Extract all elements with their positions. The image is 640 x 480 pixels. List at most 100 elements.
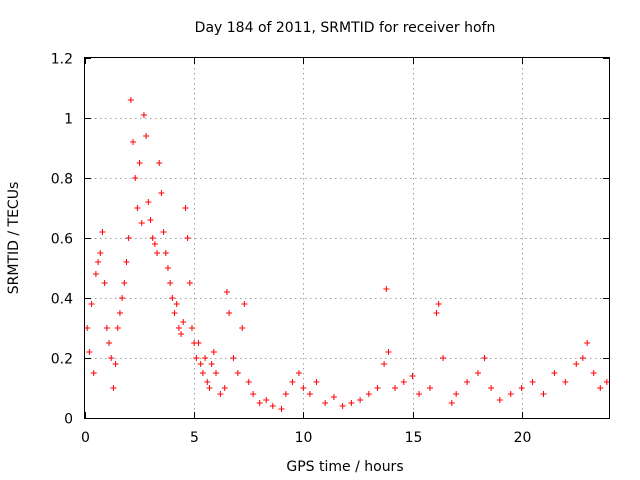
data-points	[84, 97, 610, 412]
data-point	[381, 361, 388, 367]
data-point	[88, 301, 95, 307]
data-point	[210, 349, 217, 355]
data-point	[151, 241, 158, 247]
data-point	[573, 361, 580, 367]
data-point	[217, 391, 224, 397]
data-point	[603, 379, 610, 385]
data-point	[130, 139, 137, 145]
data-point	[140, 112, 147, 118]
data-point	[195, 340, 202, 346]
data-point	[322, 400, 329, 406]
data-point	[158, 190, 165, 196]
data-point	[114, 325, 121, 331]
data-point	[440, 355, 447, 361]
data-point	[186, 280, 193, 286]
data-point	[108, 355, 115, 361]
data-point	[433, 310, 440, 316]
data-point	[269, 403, 276, 409]
data-point	[84, 325, 91, 331]
plot-frame	[84, 57, 610, 419]
data-point	[481, 355, 488, 361]
data-point	[426, 385, 433, 391]
data-point	[197, 361, 204, 367]
data-point	[529, 379, 536, 385]
data-point	[193, 355, 200, 361]
data-point	[149, 235, 156, 241]
data-point	[562, 379, 569, 385]
data-point	[95, 259, 102, 265]
data-point	[86, 349, 93, 355]
data-point	[199, 370, 206, 376]
y-axis-label: SRMTID / TECUs	[6, 182, 22, 295]
data-point	[295, 370, 302, 376]
data-point	[121, 280, 128, 286]
data-point	[256, 400, 263, 406]
data-point	[134, 205, 141, 211]
data-point	[101, 280, 108, 286]
data-point	[167, 280, 174, 286]
data-point	[383, 286, 390, 292]
data-point	[221, 385, 228, 391]
data-point	[579, 355, 586, 361]
x-tick-label: 15	[405, 430, 423, 446]
data-point	[289, 379, 296, 385]
y-tick-label: 0.2	[51, 352, 73, 368]
data-point	[169, 295, 176, 301]
data-point	[162, 250, 169, 256]
x-tick-label: 10	[295, 430, 313, 446]
data-point	[435, 301, 442, 307]
data-point	[175, 325, 182, 331]
data-point	[119, 295, 126, 301]
data-point	[156, 160, 163, 166]
data-point	[348, 400, 355, 406]
data-point	[127, 97, 134, 103]
y-tick-label: 1	[64, 112, 73, 128]
data-point	[250, 391, 257, 397]
data-point	[180, 319, 187, 325]
data-point	[590, 370, 597, 376]
data-point	[97, 250, 104, 256]
data-point	[518, 385, 525, 391]
data-point	[507, 391, 514, 397]
data-point	[213, 370, 219, 376]
x-tick-label: 0	[81, 430, 90, 446]
data-point	[400, 379, 407, 385]
y-tick-label: 0	[64, 412, 73, 428]
data-point	[300, 385, 307, 391]
y-tick-label: 1.2	[51, 52, 73, 68]
data-point	[116, 310, 123, 316]
data-point	[171, 310, 178, 316]
data-point	[226, 310, 233, 316]
data-point	[475, 370, 481, 376]
data-point	[330, 394, 337, 400]
data-point	[241, 301, 248, 307]
data-point	[496, 397, 503, 403]
data-point	[208, 361, 215, 367]
data-point	[392, 385, 399, 391]
data-point	[263, 397, 270, 403]
data-point	[123, 259, 130, 265]
data-point	[147, 217, 154, 223]
data-point	[125, 235, 132, 241]
data-point	[136, 160, 143, 166]
data-point	[306, 391, 313, 397]
data-point	[488, 385, 495, 391]
data-point	[234, 370, 241, 376]
y-tick-label: 0.4	[51, 292, 73, 308]
x-tick-label: 20	[514, 430, 532, 446]
data-point	[357, 397, 364, 403]
data-point	[597, 385, 604, 391]
data-point	[230, 355, 237, 361]
data-point	[202, 355, 209, 361]
axis-ticks: 0 5 10 15 20 0 0.2 0.4 0.6 0.8 1 1.2	[51, 52, 609, 446]
data-point	[132, 175, 139, 181]
data-point	[223, 289, 230, 295]
data-point	[154, 250, 161, 256]
data-point	[184, 235, 191, 241]
data-point	[164, 265, 171, 271]
data-point	[385, 349, 392, 355]
data-point	[103, 325, 110, 331]
data-point	[178, 331, 185, 337]
data-point	[313, 379, 320, 385]
